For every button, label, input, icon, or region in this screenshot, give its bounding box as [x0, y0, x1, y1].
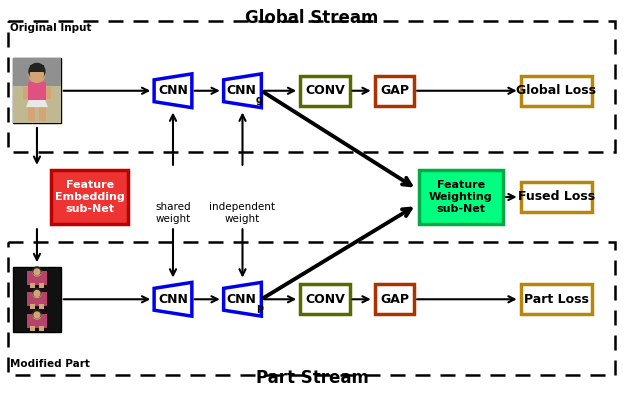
Circle shape: [33, 310, 41, 318]
FancyBboxPatch shape: [39, 107, 46, 121]
Text: Feature
Weighting
sub-Net: Feature Weighting sub-Net: [429, 180, 493, 214]
Text: Modified Part: Modified Part: [10, 359, 90, 369]
FancyBboxPatch shape: [30, 304, 35, 309]
FancyBboxPatch shape: [46, 87, 51, 99]
Text: CNN: CNN: [158, 293, 188, 306]
FancyBboxPatch shape: [51, 170, 129, 224]
FancyBboxPatch shape: [30, 325, 35, 331]
Text: p: p: [256, 303, 263, 313]
Text: Original Input: Original Input: [10, 23, 92, 33]
Text: CONV: CONV: [305, 293, 345, 306]
FancyBboxPatch shape: [419, 170, 503, 224]
FancyBboxPatch shape: [374, 76, 414, 106]
Text: CNN: CNN: [158, 84, 188, 97]
FancyBboxPatch shape: [39, 325, 44, 331]
FancyBboxPatch shape: [13, 86, 61, 123]
Text: g: g: [256, 95, 263, 105]
FancyBboxPatch shape: [27, 292, 47, 306]
FancyBboxPatch shape: [39, 282, 44, 288]
Text: independent
weight: independent weight: [210, 202, 275, 223]
Text: GAP: GAP: [380, 293, 409, 306]
Circle shape: [33, 267, 41, 275]
FancyBboxPatch shape: [30, 282, 35, 288]
Text: Fused Loss: Fused Loss: [518, 191, 595, 203]
Circle shape: [34, 312, 40, 318]
FancyBboxPatch shape: [28, 82, 46, 100]
FancyBboxPatch shape: [300, 76, 349, 106]
FancyBboxPatch shape: [27, 271, 47, 284]
FancyBboxPatch shape: [520, 182, 592, 212]
FancyBboxPatch shape: [30, 65, 44, 72]
Circle shape: [33, 288, 41, 296]
Circle shape: [33, 290, 41, 297]
Circle shape: [34, 290, 40, 296]
Text: Part Stream: Part Stream: [256, 369, 368, 387]
Text: Global Stream: Global Stream: [245, 9, 379, 27]
Circle shape: [29, 67, 45, 82]
Text: CNN: CNN: [227, 293, 256, 306]
Circle shape: [34, 269, 40, 275]
FancyBboxPatch shape: [39, 304, 44, 309]
FancyBboxPatch shape: [23, 87, 28, 99]
Text: shared
weight: shared weight: [155, 202, 191, 223]
Text: CONV: CONV: [305, 84, 345, 97]
FancyBboxPatch shape: [13, 58, 61, 123]
FancyBboxPatch shape: [28, 107, 35, 121]
FancyBboxPatch shape: [27, 314, 47, 327]
FancyBboxPatch shape: [520, 76, 592, 106]
Text: Feature
Embedding
sub-Net: Feature Embedding sub-Net: [55, 180, 124, 214]
Circle shape: [29, 63, 45, 79]
Text: Part Loss: Part Loss: [524, 293, 588, 306]
FancyBboxPatch shape: [13, 267, 61, 331]
FancyBboxPatch shape: [300, 284, 349, 314]
Polygon shape: [26, 99, 48, 107]
FancyBboxPatch shape: [13, 58, 61, 86]
Text: GAP: GAP: [380, 84, 409, 97]
FancyBboxPatch shape: [374, 284, 414, 314]
Circle shape: [33, 311, 41, 319]
Text: Global Loss: Global Loss: [516, 84, 597, 97]
Circle shape: [33, 268, 41, 276]
Circle shape: [31, 68, 44, 81]
FancyBboxPatch shape: [520, 284, 592, 314]
Text: CNN: CNN: [227, 84, 256, 97]
